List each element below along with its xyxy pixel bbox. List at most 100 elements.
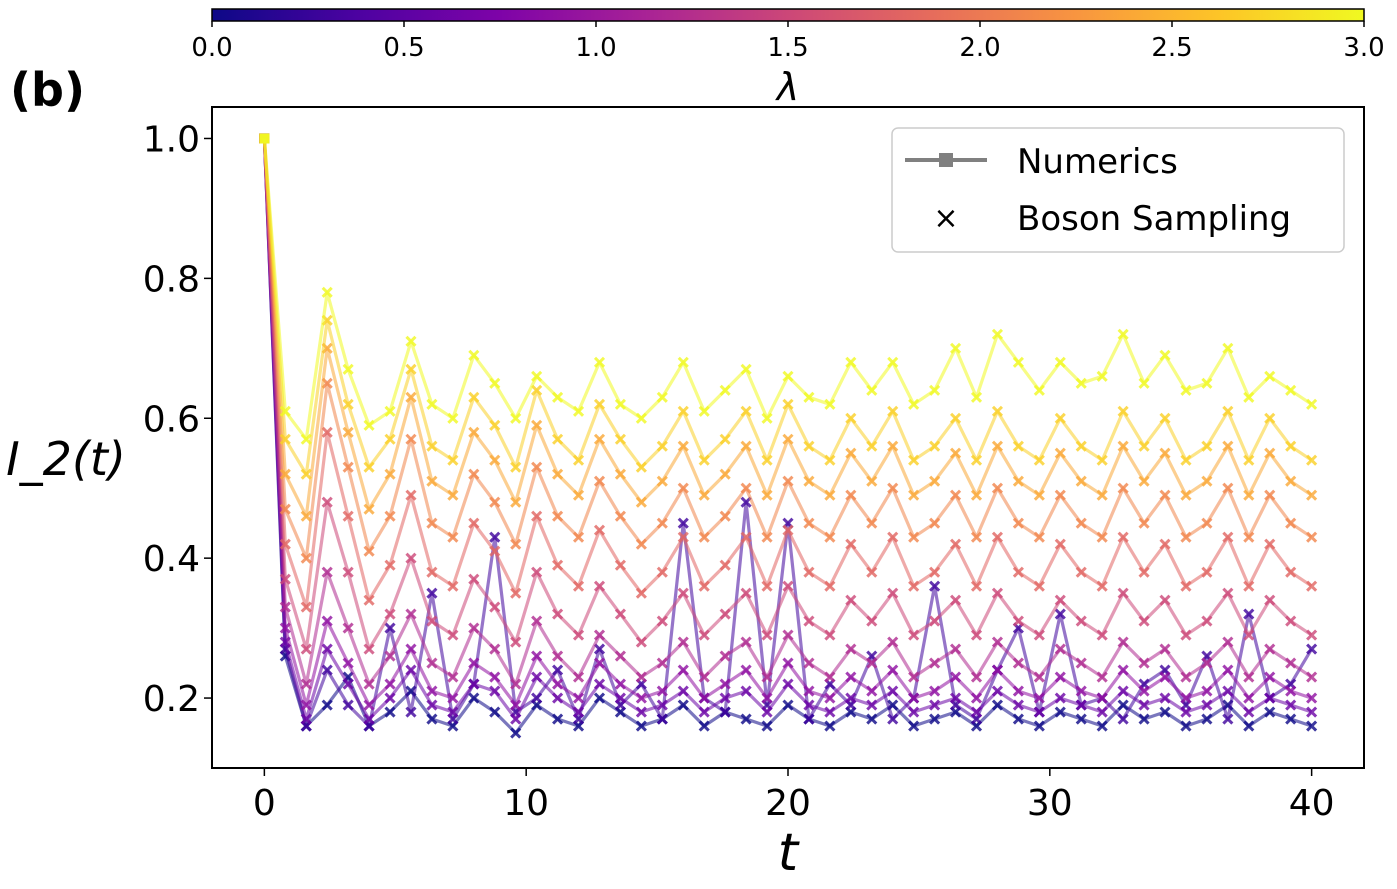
y-tick-label: 0.6 [143, 399, 200, 440]
boson-sampling-point [698, 706, 710, 718]
boson-sampling-point [552, 678, 564, 690]
boson-sampling-point [1222, 440, 1234, 452]
boson-sampling-point [719, 650, 731, 662]
boson-sampling-point [635, 538, 647, 550]
boson-sampling-point [929, 566, 941, 578]
boson-sampling-point [447, 692, 459, 704]
boson-sampling-point [1096, 671, 1108, 683]
boson-sampling-point [887, 405, 899, 417]
boson-sampling-point [1075, 713, 1087, 725]
boson-sampling-point [1243, 580, 1255, 592]
boson-sampling-point [1306, 629, 1318, 641]
boson-sampling-point [1075, 615, 1087, 627]
boson-sampling-point [803, 615, 815, 627]
colorbar-gradient [211, 8, 1365, 22]
boson-sampling-point [593, 398, 606, 410]
boson-sampling-point [468, 426, 480, 438]
boson-sampling-point [1138, 615, 1150, 627]
boson-sampling-point [677, 664, 689, 676]
boson-sampling-point [803, 475, 815, 487]
boson-sampling-point [1012, 440, 1024, 452]
boson-sampling-point [447, 629, 459, 641]
boson-sampling-point [991, 328, 1004, 340]
boson-sampling-point [656, 699, 668, 711]
legend-numerics-marker [939, 153, 953, 167]
boson-sampling-point [510, 713, 522, 725]
boson-sampling-point [1201, 566, 1213, 578]
boson-sampling-point [635, 706, 647, 718]
x-tick-label: 0 [253, 783, 276, 824]
boson-sampling-point [489, 601, 501, 613]
boson-sampling-point [1306, 398, 1318, 410]
boson-sampling-point [845, 643, 857, 655]
boson-sampling-point [1243, 706, 1255, 718]
boson-sampling-point [384, 405, 396, 417]
boson-sampling-point [635, 461, 647, 473]
boson-sampling-point [342, 363, 354, 375]
boson-sampling-point [1201, 377, 1213, 389]
boson-sampling-point [1264, 370, 1276, 382]
boson-sampling-point [321, 643, 333, 655]
boson-sampling-point [1096, 580, 1108, 592]
boson-sampling-point [719, 384, 731, 396]
boson-sampling-point [405, 391, 417, 403]
boson-sampling-point [321, 566, 333, 578]
boson-sampling-point [447, 489, 459, 501]
boson-sampling-point [614, 692, 626, 704]
boson-sampling-point [342, 461, 354, 473]
x-tick-label: 30 [1027, 783, 1073, 824]
boson-sampling-point [991, 482, 1004, 494]
boson-sampling-point [1180, 720, 1192, 732]
boson-sampling-point [342, 398, 354, 410]
boson-sampling-point [824, 671, 836, 683]
boson-sampling-point [426, 685, 438, 697]
boson-sampling-point [740, 587, 752, 599]
boson-sampling-point [342, 510, 354, 522]
boson-sampling-point [384, 622, 396, 634]
boson-sampling-point [531, 650, 543, 662]
boson-sampling-point [1306, 692, 1318, 704]
boson-sampling-point [656, 713, 668, 725]
boson-sampling-point [887, 440, 899, 452]
boson-sampling-point [1180, 384, 1192, 396]
boson-sampling-point [531, 419, 543, 431]
boson-sampling-point [740, 636, 752, 648]
panel-label: (b) [10, 63, 85, 117]
boson-sampling-point [1264, 692, 1276, 704]
boson-sampling-point [321, 496, 333, 508]
boson-sampling-point [279, 468, 291, 480]
boson-sampling-point [1075, 440, 1087, 452]
boson-sampling-point [468, 391, 480, 403]
boson-sampling-point [468, 657, 480, 669]
boson-sampling-point [740, 713, 752, 725]
boson-sampling-point [1285, 475, 1297, 487]
boson-sampling-point [593, 475, 606, 487]
boson-sampling-point [1138, 699, 1150, 711]
boson-sampling-point [719, 692, 731, 704]
boson-sampling-point [531, 692, 543, 704]
boson-sampling-point [572, 405, 585, 417]
boson-sampling-point [1012, 517, 1024, 529]
boson-sampling-point [510, 678, 522, 690]
boson-sampling-point [656, 615, 668, 627]
boson-sampling-point [866, 699, 878, 711]
boson-sampling-point [1243, 391, 1255, 403]
boson-sampling-point [635, 692, 647, 704]
boson-sampling-point [1012, 566, 1024, 578]
boson-sampling-point [1201, 699, 1213, 711]
boson-sampling-point [1138, 475, 1150, 487]
boson-sampling-point [761, 489, 773, 501]
boson-sampling-point [1180, 671, 1192, 683]
boson-sampling-point [1264, 412, 1276, 424]
boson-sampling-point [929, 440, 941, 452]
boson-sampling-point [908, 706, 920, 718]
boson-sampling-point [1033, 489, 1045, 501]
boson-sampling-point [782, 657, 794, 669]
boson-sampling-point [572, 454, 585, 466]
boson-sampling-point [1306, 706, 1318, 718]
boson-sampling-point [887, 482, 899, 494]
boson-sampling-point [824, 629, 836, 641]
boson-sampling-point [1201, 713, 1213, 725]
boson-sampling-point [531, 615, 543, 627]
colorbar-tick-label: 1.0 [575, 33, 616, 63]
